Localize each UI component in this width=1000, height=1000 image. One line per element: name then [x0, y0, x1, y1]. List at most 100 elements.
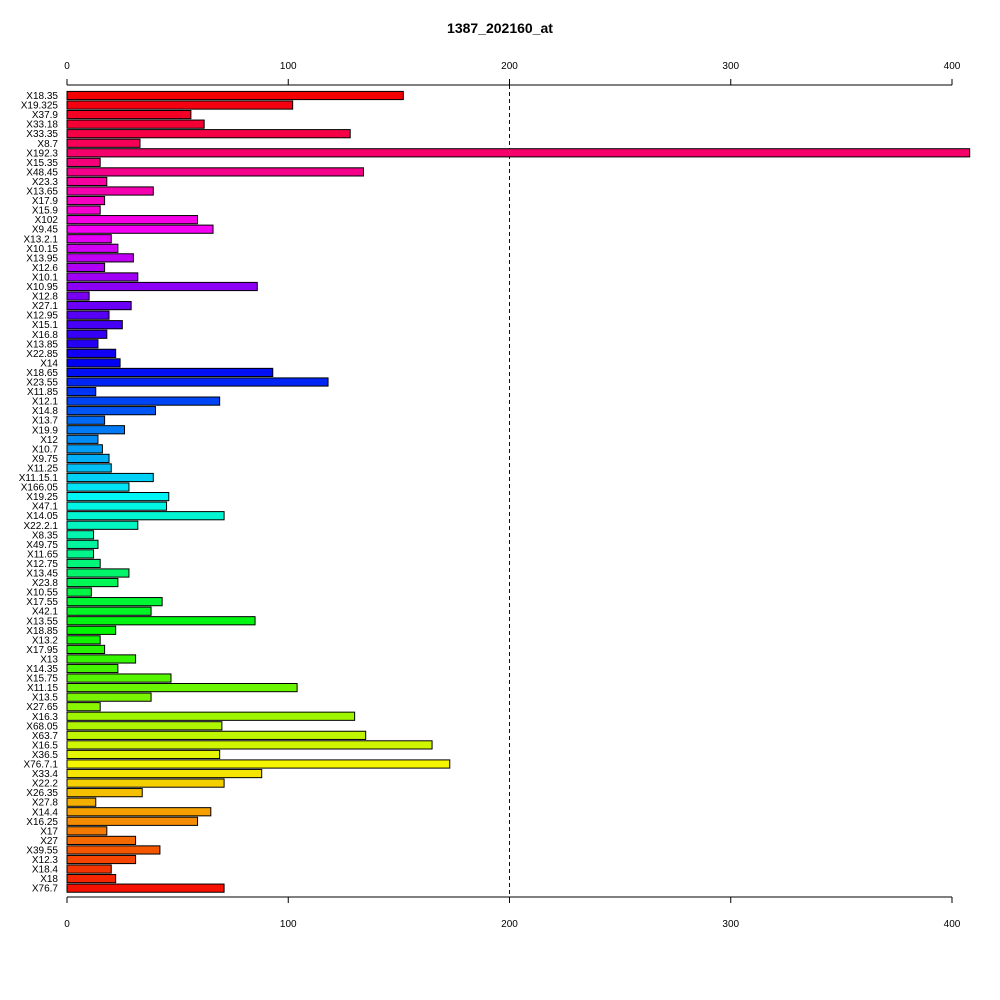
bar — [66, 788, 143, 798]
tick-label: 100 — [280, 61, 297, 72]
bar — [66, 663, 119, 674]
category-label: X13.45 — [26, 569, 58, 580]
category-label: X27.1 — [32, 301, 59, 312]
tick-label: 400 — [944, 61, 961, 72]
category-label: X13.85 — [26, 339, 58, 350]
category-label: X16.3 — [32, 712, 59, 723]
category-label: X15.1 — [32, 320, 59, 331]
category-label: X18.85 — [26, 626, 58, 637]
bar — [66, 444, 103, 454]
category-label: X23.8 — [32, 578, 59, 589]
category-label: X14 — [40, 358, 58, 369]
bar — [66, 253, 134, 263]
category-label: X18.65 — [26, 368, 58, 379]
bar — [66, 673, 172, 683]
category-label: X18.4 — [32, 865, 59, 876]
category-label: X17.95 — [26, 645, 58, 656]
category-label: X11.15 — [27, 683, 58, 694]
category-label: X39.55 — [26, 845, 58, 856]
bar — [66, 100, 294, 110]
tick-label: 300 — [722, 919, 739, 930]
bar — [66, 845, 161, 855]
bar — [66, 654, 137, 664]
bar — [66, 167, 364, 177]
category-label: X14.35 — [26, 664, 58, 675]
bar — [66, 434, 99, 444]
bar — [66, 778, 225, 788]
category-label: X11.15.1 — [19, 473, 59, 484]
category-label: X10.7 — [32, 444, 59, 455]
bar — [66, 616, 256, 626]
bar — [66, 539, 99, 549]
category-label: X27 — [40, 836, 58, 847]
category-label: X76.7.1 — [24, 760, 59, 771]
category-label: X14.4 — [32, 807, 59, 818]
category-label: X11.65 — [27, 549, 58, 560]
bar — [66, 329, 108, 339]
bar — [66, 386, 97, 397]
category-label: X17.55 — [26, 597, 58, 608]
bar — [66, 425, 126, 435]
category-label: X49.75 — [26, 540, 58, 551]
category-label: X68.05 — [26, 721, 58, 732]
category-label: X13.95 — [26, 253, 58, 264]
category-label: X16.25 — [26, 817, 58, 828]
category-label: X10.55 — [26, 588, 58, 599]
category-label: X16.5 — [32, 740, 59, 751]
bar — [66, 749, 221, 760]
bar — [66, 740, 433, 750]
bar — [66, 463, 112, 473]
category-label: X22.2.1 — [24, 521, 59, 532]
bar — [66, 472, 154, 483]
bar — [66, 711, 356, 721]
bar — [66, 90, 404, 101]
tick-label: 200 — [501, 919, 518, 930]
tick-label: 0 — [64, 919, 70, 930]
category-label: X10.1 — [32, 272, 59, 283]
bar — [66, 367, 274, 378]
category-label: X19.9 — [32, 425, 59, 436]
bar — [66, 291, 90, 301]
category-label: X22.85 — [26, 349, 58, 360]
bar — [66, 883, 225, 893]
bar — [66, 310, 110, 320]
bar — [66, 377, 329, 387]
bar — [66, 358, 121, 368]
bar — [66, 224, 214, 234]
bar — [66, 272, 139, 282]
bar — [66, 807, 212, 817]
bar — [66, 348, 117, 358]
bar — [66, 119, 205, 129]
bar — [66, 558, 101, 569]
category-label: X48.45 — [26, 167, 58, 178]
category-label: X16.8 — [32, 330, 59, 341]
tick-label: 400 — [944, 919, 961, 930]
bar — [66, 138, 141, 148]
category-label: X12.8 — [32, 292, 59, 303]
bar — [66, 511, 225, 521]
category-label: X166.05 — [21, 483, 59, 494]
category-label: X18.35 — [26, 91, 58, 102]
bar — [66, 759, 451, 769]
tick-label: 300 — [722, 61, 739, 72]
chart-title: 1387_202160_at — [447, 20, 553, 36]
tick-label: 200 — [501, 61, 518, 72]
bar — [66, 406, 156, 416]
bar — [66, 721, 223, 731]
category-label: X37.9 — [32, 110, 59, 121]
category-label: X9.75 — [32, 454, 59, 465]
category-label: X15.9 — [32, 206, 59, 217]
category-label: X13.7 — [32, 416, 59, 427]
category-label: X102 — [35, 215, 59, 226]
category-label: X10.15 — [26, 244, 58, 255]
category-label: X19.325 — [21, 101, 59, 112]
bar — [66, 176, 108, 187]
bar — [66, 826, 108, 836]
category-label: X13.5 — [32, 693, 59, 704]
category-label: X42.1 — [32, 607, 59, 618]
bar — [66, 157, 101, 167]
bar — [66, 301, 132, 311]
category-label: X13.2 — [32, 635, 59, 646]
category-label: X192.3 — [26, 148, 58, 159]
bar — [66, 415, 106, 425]
